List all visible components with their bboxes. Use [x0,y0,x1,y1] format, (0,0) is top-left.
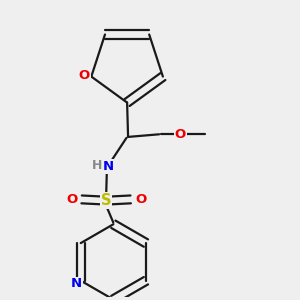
Text: O: O [135,193,146,206]
Text: H: H [92,159,102,172]
Text: O: O [66,193,77,206]
Text: O: O [79,69,90,82]
Text: N: N [70,278,82,290]
Text: N: N [103,160,114,173]
Text: S: S [101,193,111,208]
Text: O: O [175,128,186,141]
